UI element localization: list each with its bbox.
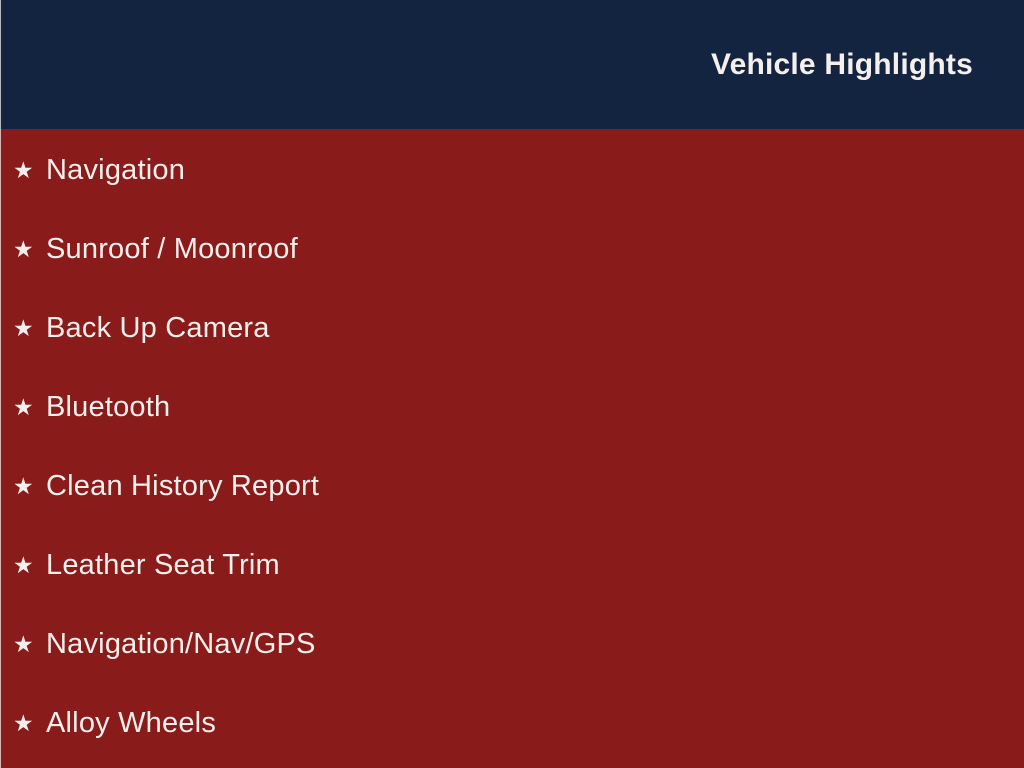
highlight-label: Back Up Camera — [46, 312, 270, 344]
highlight-item: ★ Navigation/Nav/GPS — [0, 605, 1024, 684]
left-edge-strip — [0, 0, 1, 768]
star-icon: ★ — [13, 552, 34, 578]
star-icon: ★ — [13, 473, 34, 499]
highlight-label: Alloy Wheels — [46, 707, 217, 739]
star-icon: ★ — [13, 394, 34, 420]
star-icon: ★ — [13, 236, 34, 262]
highlight-label: Navigation — [46, 154, 186, 186]
highlights-list: ★ Navigation ★ Sunroof / Moonroof ★ Back… — [0, 131, 1024, 763]
highlight-item: ★ Leather Seat Trim — [0, 526, 1024, 605]
highlight-label: Navigation/Nav/GPS — [46, 628, 316, 660]
page-title: Vehicle Highlights — [711, 47, 973, 81]
highlight-item: ★ Clean History Report — [0, 447, 1024, 526]
highlight-item: ★ Back Up Camera — [0, 289, 1024, 368]
highlight-label: Clean History Report — [46, 470, 320, 502]
star-icon: ★ — [13, 631, 34, 657]
highlight-label: Bluetooth — [46, 391, 171, 423]
highlight-label: Sunroof / Moonroof — [46, 233, 298, 265]
star-icon: ★ — [13, 157, 34, 183]
highlight-item: ★ Bluetooth — [0, 368, 1024, 447]
star-icon: ★ — [13, 710, 34, 736]
highlight-item: ★ Alloy Wheels — [0, 684, 1024, 763]
star-icon: ★ — [13, 315, 34, 341]
highlight-item: ★ Navigation — [0, 131, 1024, 210]
highlight-item: ★ Sunroof / Moonroof — [0, 210, 1024, 289]
highlight-label: Leather Seat Trim — [46, 549, 280, 581]
slide-header: Vehicle Highlights — [0, 0, 1024, 129]
